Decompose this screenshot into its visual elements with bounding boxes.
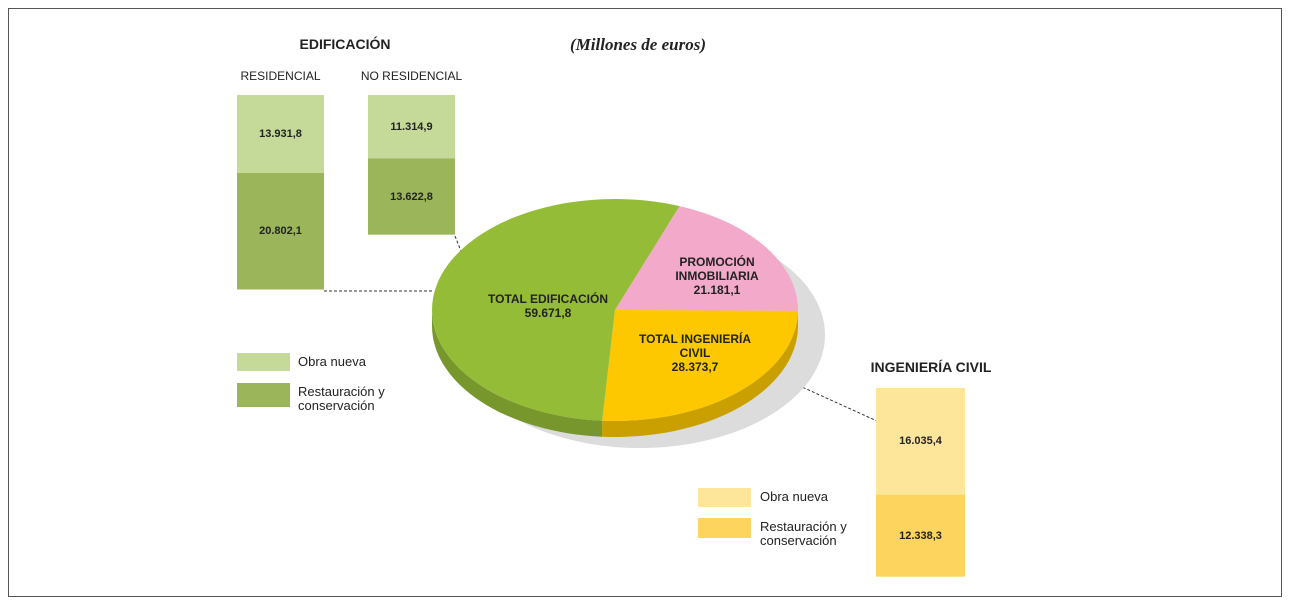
bar-value: 20.802,1 [259, 225, 302, 238]
bar-value: 12.338,3 [899, 529, 942, 542]
chart-title: (Millones de euros) [570, 35, 706, 54]
bar-segment [876, 494, 965, 577]
bar-value: 16.035,4 [899, 435, 942, 448]
bar-segment [876, 388, 965, 495]
legend-label: Restauración y conservación [298, 384, 385, 413]
bar-value: 13.622,8 [390, 190, 433, 203]
category-label: NO RESIDENCIAL [360, 69, 463, 83]
bar-segment [368, 158, 455, 235]
legend-label: Restauración y conservación [760, 519, 847, 548]
chart-title: EDIFICACIÓN [299, 36, 391, 52]
pie-side [602, 310, 798, 437]
legend-label: Obra nueva [760, 489, 828, 504]
legend-swatch [698, 518, 751, 538]
slice-label: PROMOCIÓN INMOBILIARIA [675, 255, 759, 283]
slice-value: 28.373,7 [671, 360, 719, 374]
slice-label: TOTAL EDIFICACIÓN [488, 292, 608, 306]
bar-segment [237, 173, 324, 290]
legend-label: Obra nueva [298, 354, 366, 369]
bar-value: 13.931,8 [259, 128, 302, 140]
legend-swatch [237, 353, 290, 371]
frame [8, 8, 1282, 597]
legend-swatch [698, 488, 751, 507]
pie-side [432, 310, 603, 437]
bar-segment [237, 95, 324, 174]
bar-value: 11.314,9 [390, 120, 433, 133]
chart-title: INGENIERÍA CIVIL [870, 359, 992, 375]
pie-slice [615, 206, 798, 311]
bar-segment [368, 95, 455, 159]
slice-value: 59.671,8 [524, 306, 572, 320]
pie-slice [431, 199, 680, 421]
slice-value: 21.181,1 [693, 283, 741, 297]
legend-swatch [237, 383, 290, 407]
pie-slice [602, 310, 798, 421]
slice-label: TOTAL INGENIERÍA CIVIL [638, 332, 751, 360]
category-label: RESIDENCIAL [240, 69, 321, 83]
